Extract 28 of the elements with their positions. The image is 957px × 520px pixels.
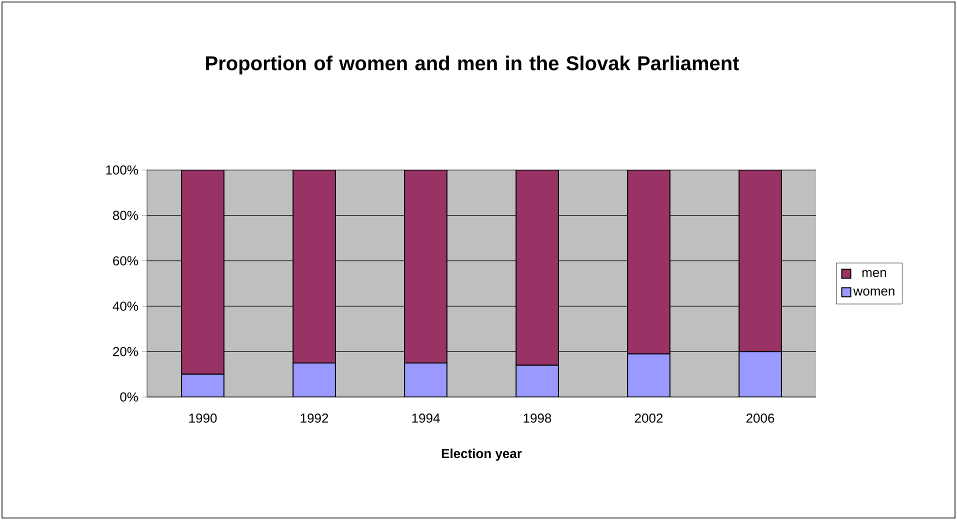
bar xyxy=(516,170,559,366)
x-tick-label: 1998 xyxy=(524,414,552,423)
x-axis-title: Election year xyxy=(442,448,522,461)
y-tick-label: 80% xyxy=(113,210,138,220)
bar xyxy=(292,362,336,397)
x-tick-label: 2006 xyxy=(746,414,774,423)
bar xyxy=(738,351,782,397)
x-tick-label: 2002 xyxy=(634,414,663,423)
bar xyxy=(627,353,670,397)
bar xyxy=(181,374,224,397)
x-tick-label: 1990 xyxy=(189,414,217,423)
bar xyxy=(292,170,336,364)
bar xyxy=(181,170,224,375)
y-tick-label: 60% xyxy=(113,256,138,266)
y-tick-label: 20% xyxy=(113,346,138,356)
bar xyxy=(627,170,670,354)
y-tick-label: 100% xyxy=(106,165,138,175)
bar xyxy=(516,364,559,397)
y-tick-label: 0% xyxy=(120,392,138,402)
bar xyxy=(404,170,448,364)
bar xyxy=(738,170,782,352)
chart-title: Proportion of women and men in the Slovak Parliament xyxy=(206,56,740,74)
legend-label: women xyxy=(853,288,894,296)
x-tick-label: 1992 xyxy=(300,414,328,423)
bar xyxy=(404,362,448,397)
x-tick-label: 1994 xyxy=(412,414,440,423)
y-tick-label: 40% xyxy=(112,302,138,311)
legend-label: men xyxy=(862,270,886,278)
